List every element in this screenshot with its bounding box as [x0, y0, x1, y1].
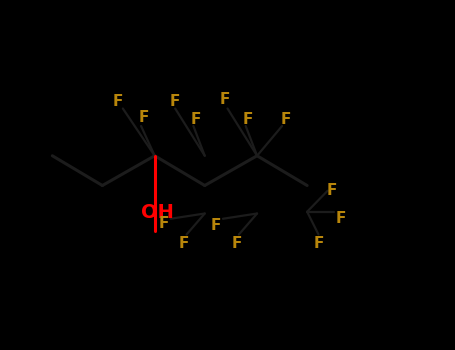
Text: F: F	[327, 183, 337, 198]
Text: F: F	[113, 94, 123, 109]
Text: F: F	[220, 92, 230, 107]
Text: F: F	[336, 211, 346, 226]
Text: F: F	[170, 94, 180, 109]
Text: F: F	[281, 112, 291, 127]
Text: F: F	[211, 218, 221, 233]
Text: F: F	[138, 110, 148, 125]
Text: F: F	[243, 112, 253, 126]
Text: F: F	[232, 236, 242, 251]
Text: F: F	[179, 236, 189, 251]
Text: F: F	[313, 236, 324, 251]
Text: F: F	[159, 217, 169, 231]
Text: F: F	[191, 112, 201, 126]
Text: OH: OH	[141, 203, 173, 222]
